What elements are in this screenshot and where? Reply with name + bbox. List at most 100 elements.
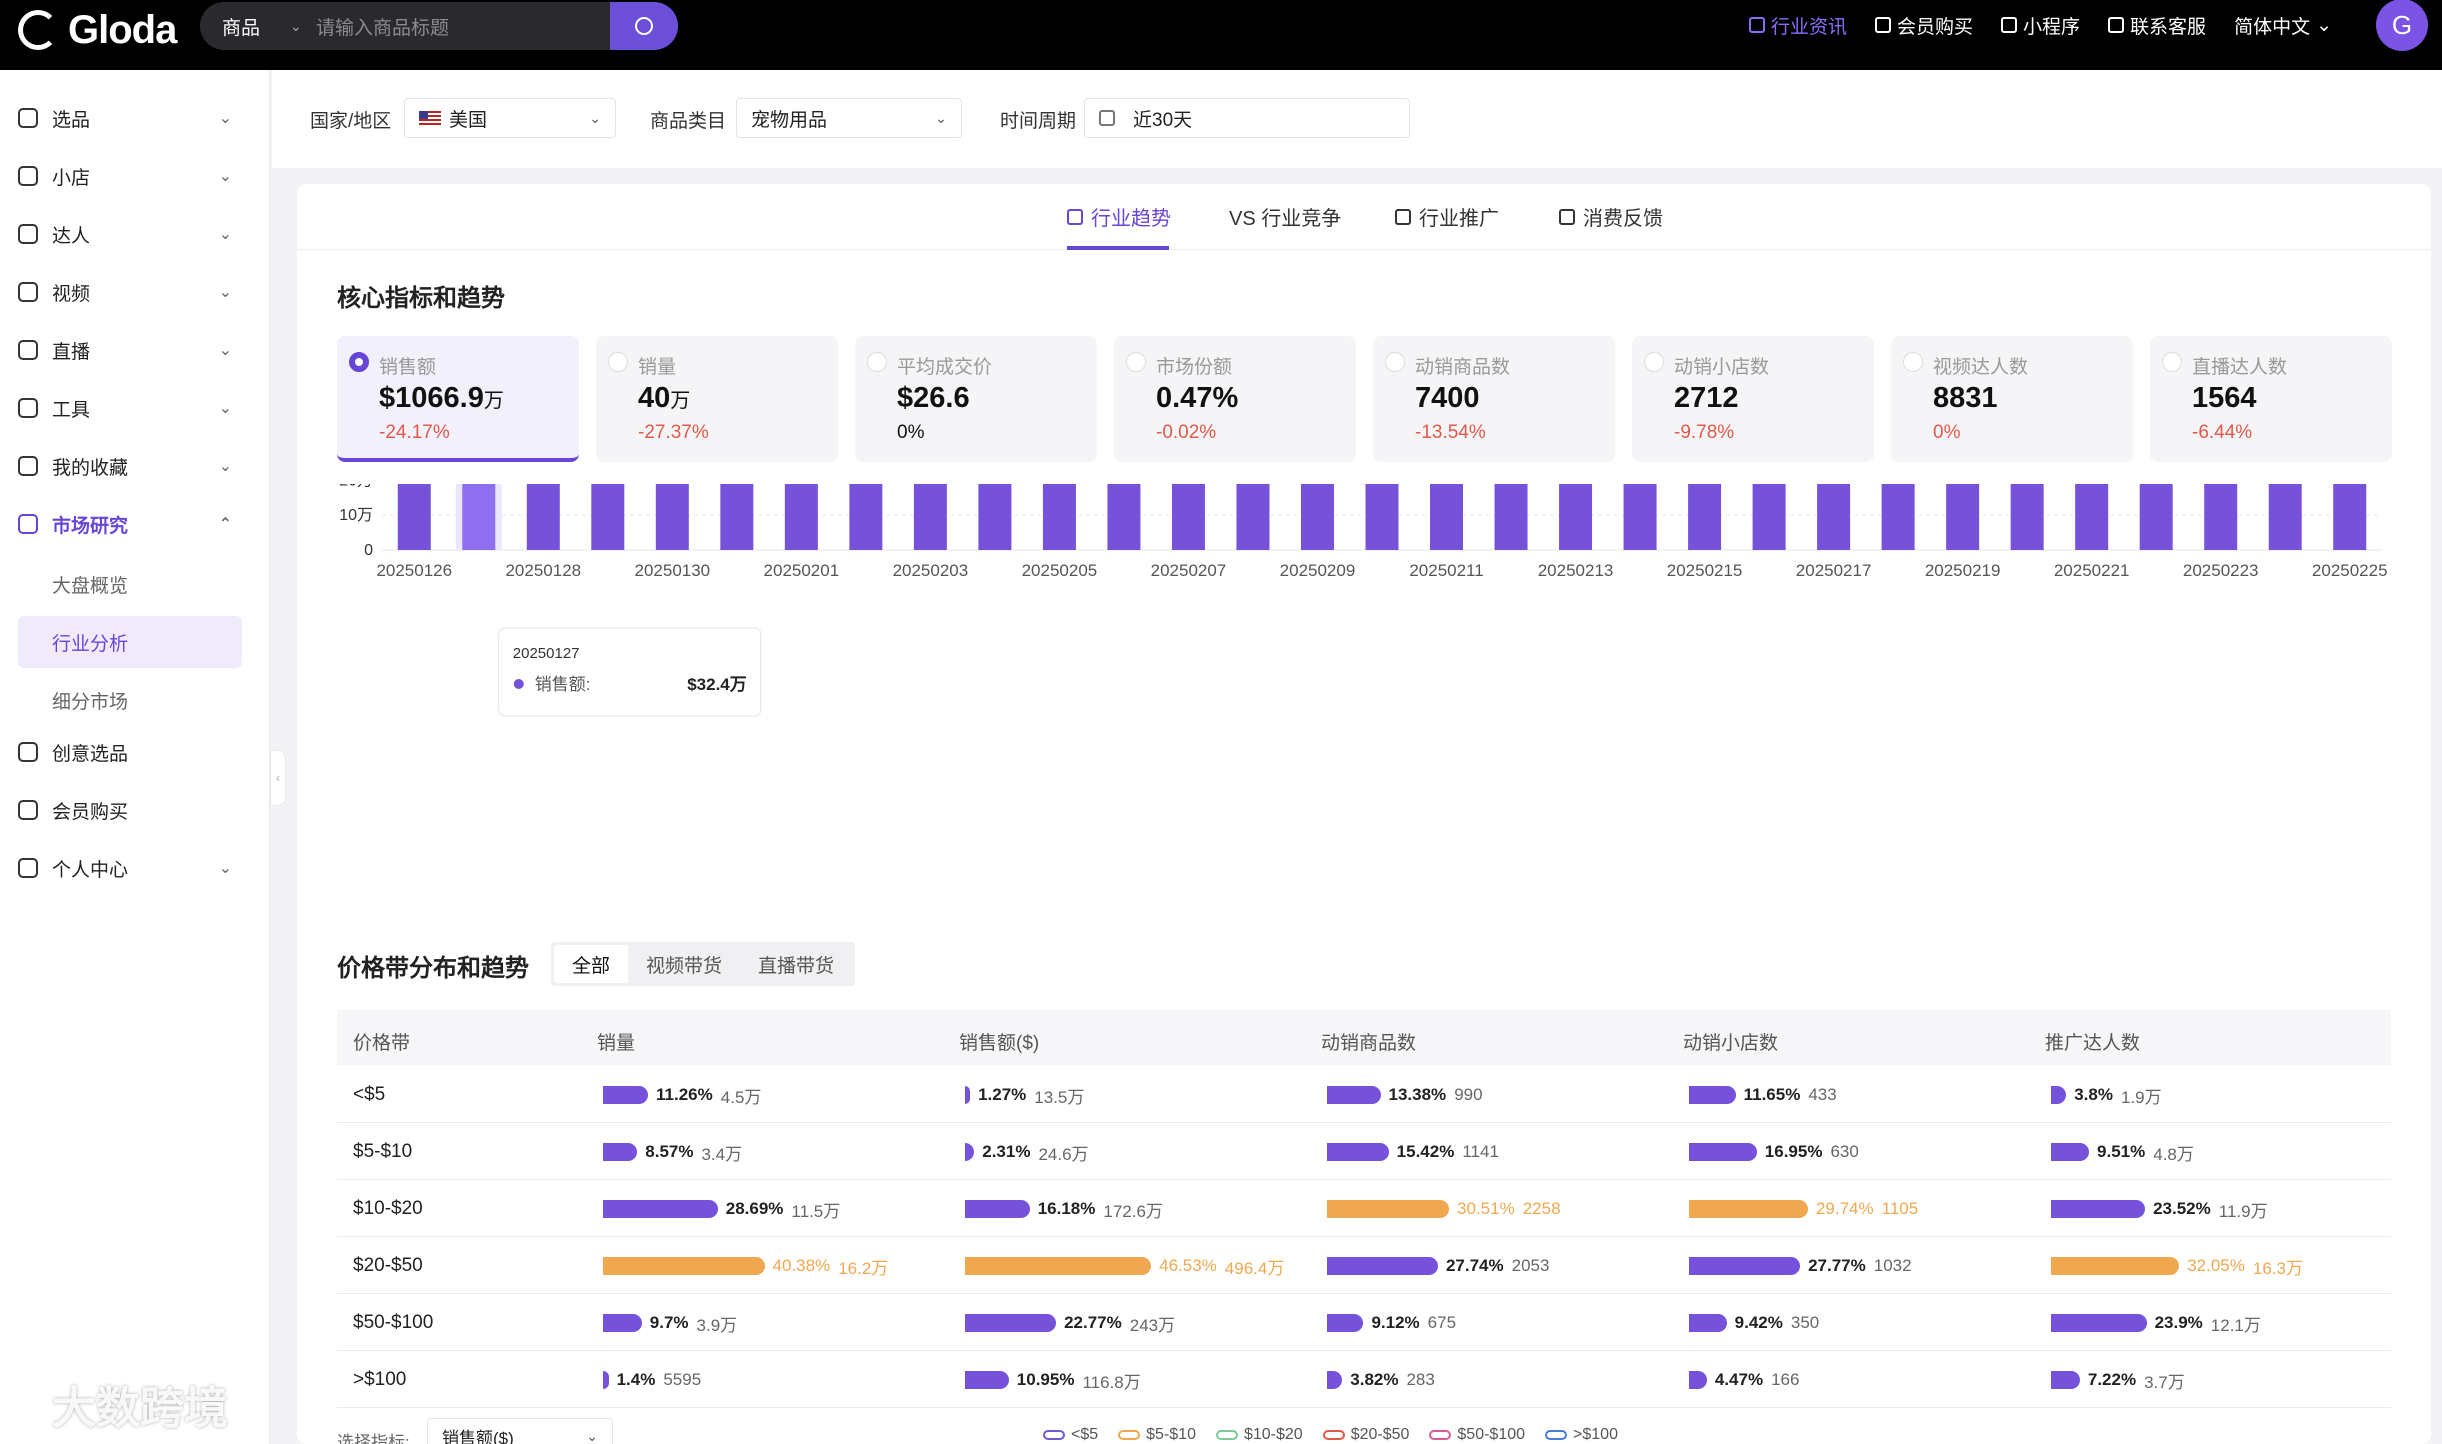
bar-20250127[interactable] xyxy=(462,484,496,550)
bar-20250201[interactable] xyxy=(784,484,818,550)
metric-card-2[interactable]: 平均成交价 $26.6 0% xyxy=(855,336,1097,462)
tab-3[interactable]: 消费反馈 xyxy=(1559,202,1663,231)
share-percent: 16.18% xyxy=(1037,1199,1096,1218)
bar-20250210[interactable] xyxy=(1365,484,1399,550)
bar-20250205[interactable] xyxy=(1042,484,1076,550)
country-select[interactable]: 美国 ⌄ xyxy=(404,98,616,138)
sidebar-item-3[interactable]: 视频 ⌄ xyxy=(18,268,242,316)
metric-select[interactable]: 销售额($) ⌄ xyxy=(427,1418,613,1444)
legend-item[interactable]: $10-$20 xyxy=(1215,1426,1303,1444)
bar-20250131[interactable] xyxy=(720,484,754,550)
share-bar xyxy=(2051,1257,2180,1275)
bar-20250126[interactable] xyxy=(397,484,431,550)
search-input[interactable]: 请输入商品标题 xyxy=(316,17,450,39)
bar-cell: 30.51% 2258 xyxy=(1327,1198,1561,1220)
bar-20250129[interactable] xyxy=(591,484,625,550)
column-header: 销售额($) xyxy=(959,1033,1040,1054)
sidebar-item-9[interactable]: 会员购买 xyxy=(18,786,242,834)
sidebar-subitem-2[interactable]: 细分市场 xyxy=(52,691,129,713)
bar-20250223[interactable] xyxy=(2204,484,2238,550)
metric-label: 直播达人数 xyxy=(2192,357,2288,378)
nav-link-3[interactable]: 联系客服 xyxy=(2108,12,2206,39)
bar-20250218[interactable] xyxy=(1881,484,1915,550)
bar-20250203[interactable] xyxy=(913,484,947,550)
metric-change: 0% xyxy=(1933,422,1961,443)
sidebar-item-7[interactable]: 市场研究 ⌃ xyxy=(18,500,242,548)
y-tick-label: 10万 xyxy=(339,507,373,524)
sidebar-item-6[interactable]: 我的收藏 ⌄ xyxy=(18,442,242,490)
metric-card-5[interactable]: 动销小店数 2712 -9.78% xyxy=(1632,336,1874,462)
category-select[interactable]: 宠物用品 ⌄ xyxy=(736,98,962,138)
bar-20250221[interactable] xyxy=(2075,484,2109,550)
radio-button[interactable] xyxy=(349,352,369,372)
bar-20250206[interactable] xyxy=(1107,484,1141,550)
tab-0[interactable]: 行业趋势 xyxy=(1067,202,1171,231)
nav-link-1[interactable]: 会员购买 xyxy=(1875,12,1973,39)
search-category-select[interactable]: 商品 xyxy=(222,17,261,39)
radio-button[interactable] xyxy=(1903,352,1923,372)
legend-item[interactable]: <$5 xyxy=(1043,1426,1098,1444)
legend-item[interactable]: >$100 xyxy=(1545,1426,1618,1444)
bar-20250219[interactable] xyxy=(1946,484,1980,550)
bar-20250128[interactable] xyxy=(526,484,560,550)
sidebar-item-10[interactable]: 个人中心 ⌄ xyxy=(18,844,242,892)
tab-2[interactable]: 行业推广 xyxy=(1395,202,1499,231)
subtab-0[interactable]: 全部 xyxy=(554,945,629,983)
gloda-logo[interactable]: Gloda xyxy=(18,6,177,54)
bar-20250212[interactable] xyxy=(1494,484,1528,550)
bar-20250214[interactable] xyxy=(1623,484,1657,550)
radio-button[interactable] xyxy=(1126,352,1146,372)
radio-button[interactable] xyxy=(1644,352,1664,372)
sidebar-item-0[interactable]: 选品 ⌄ xyxy=(18,94,242,142)
bar-20250217[interactable] xyxy=(1817,484,1851,550)
bar-20250213[interactable] xyxy=(1559,484,1593,550)
period-select[interactable]: 近30天 xyxy=(1084,98,1410,138)
avatar[interactable]: G xyxy=(2376,0,2428,51)
tab-1[interactable]: VS 行业竞争 xyxy=(1229,202,1341,231)
metric-card-6[interactable]: 视频达人数 8831 0% xyxy=(1891,336,2133,462)
bar-20250204[interactable] xyxy=(978,484,1012,550)
bar-20250215[interactable] xyxy=(1688,484,1722,550)
nav-link-4[interactable]: 简体中文 ⌄ xyxy=(2234,12,2332,39)
metric-card-4[interactable]: 动销商品数 7400 -13.54% xyxy=(1373,336,1615,462)
legend-item[interactable]: $20-$50 xyxy=(1322,1426,1409,1444)
legend-item[interactable]: $50-$100 xyxy=(1429,1426,1525,1444)
bar-20250222[interactable] xyxy=(2139,484,2173,550)
bar-20250225[interactable] xyxy=(2333,484,2367,550)
radio-button[interactable] xyxy=(2162,352,2182,372)
bar-20250220[interactable] xyxy=(2010,484,2044,550)
radio-button[interactable] xyxy=(867,352,887,372)
sidebar-item-5[interactable]: 工具 ⌄ xyxy=(18,384,242,432)
bar-20250224[interactable] xyxy=(2268,484,2302,550)
search-button[interactable] xyxy=(610,2,678,50)
sidebar-item-8[interactable]: 创意选品 xyxy=(18,728,242,776)
bar-20250211[interactable] xyxy=(1430,484,1464,550)
sidebar-item-4[interactable]: 直播 ⌄ xyxy=(18,326,242,374)
bar-20250207[interactable] xyxy=(1171,484,1205,550)
radio-button[interactable] xyxy=(1385,352,1405,372)
subtab-1[interactable]: 视频带货 xyxy=(646,955,723,977)
metric-card-7[interactable]: 直播达人数 1564 -6.44% xyxy=(2150,336,2392,462)
metric-card-1[interactable]: 销量 40万 -27.37% xyxy=(596,336,838,462)
nav-link-2[interactable]: 小程序 xyxy=(2001,12,2080,39)
share-amount: 5595 xyxy=(663,1370,702,1389)
legend-item[interactable]: $5-$10 xyxy=(1118,1426,1196,1444)
chevron-down-icon: ⌄ xyxy=(218,110,232,127)
share-percent: 11.26% xyxy=(656,1085,713,1104)
bar-20250209[interactable] xyxy=(1300,484,1334,550)
nav-link-0[interactable]: 行业资讯 xyxy=(1749,12,1847,39)
bar-20250130[interactable] xyxy=(655,484,689,550)
sidebar-item-1[interactable]: 小店 ⌄ xyxy=(18,152,242,200)
sidebar-collapse-handle[interactable]: ‹ xyxy=(270,750,286,806)
sidebar-subitem-0[interactable]: 大盘概览 xyxy=(52,575,129,597)
radio-button[interactable] xyxy=(608,352,628,372)
bar-cell: 9.51% 4.8万 xyxy=(2051,1141,2194,1164)
metric-card-3[interactable]: 市场份额 0.47% -0.02% xyxy=(1114,336,1356,462)
metric-card-0[interactable]: 销售额 $1066.9万 -24.17% xyxy=(337,336,579,462)
bar-20250202[interactable] xyxy=(849,484,883,550)
bar-20250216[interactable] xyxy=(1752,484,1786,550)
bar-20250208[interactable] xyxy=(1236,484,1270,550)
subtab-2[interactable]: 直播带货 xyxy=(758,955,835,977)
sidebar-subitem-1[interactable]: 行业分析 xyxy=(18,616,242,668)
sidebar-item-2[interactable]: 达人 ⌄ xyxy=(18,210,242,258)
